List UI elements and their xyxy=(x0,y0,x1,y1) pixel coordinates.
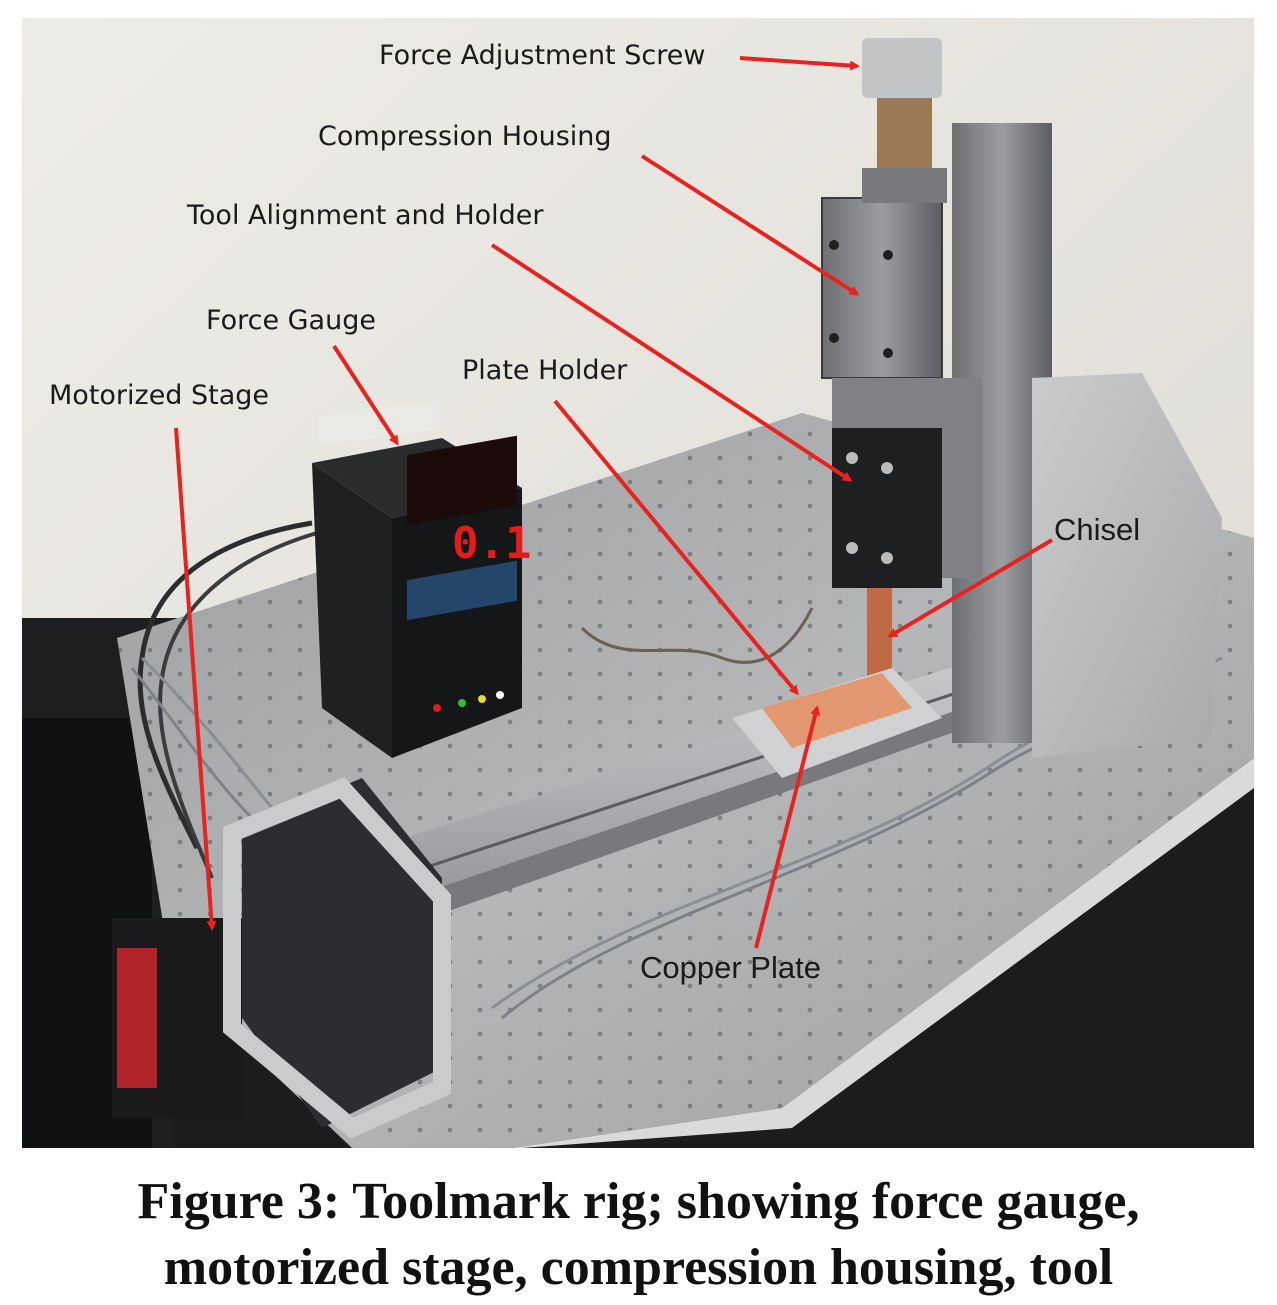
label-motorized-stage: Motorized Stage xyxy=(49,380,269,931)
force-gauge: 0.1 xyxy=(312,399,531,758)
svg-text:Chisel: Chisel xyxy=(1054,512,1140,547)
cables xyxy=(137,520,313,850)
svg-text:Tool Alignment and Holder: Tool Alignment and Holder xyxy=(186,200,544,231)
motorized-stage xyxy=(112,777,451,1139)
label-force-gauge: Force Gauge xyxy=(206,305,399,446)
figure-caption-line-2: motorized stage, compression housing, to… xyxy=(163,1239,1114,1296)
svg-text:Force Adjustment Screw: Force Adjustment Screw xyxy=(379,40,705,71)
label-compression-housing: Compression Housing xyxy=(318,121,860,296)
figure-caption-line-1: Figure 3: Toolmark rig; showing force ga… xyxy=(137,1173,1140,1230)
svg-text:Compression Housing: Compression Housing xyxy=(318,121,612,152)
gauge-display: 0.1 xyxy=(452,518,531,569)
label-copper-plate: Copper Plate xyxy=(640,705,821,985)
label-force-adjustment-screw: Force Adjustment Screw xyxy=(379,40,860,71)
svg-text:Copper Plate: Copper Plate xyxy=(640,950,821,985)
label-plate-holder: Plate Holder xyxy=(462,355,799,696)
compression-assembly xyxy=(821,38,1222,758)
svg-text:Motorized Stage: Motorized Stage xyxy=(49,380,269,411)
plate-holder xyxy=(732,668,942,778)
toolmark-rig-photo: 0.1 xyxy=(22,18,1254,1148)
svg-text:Force Gauge: Force Gauge xyxy=(206,305,376,336)
svg-text:Plate Holder: Plate Holder xyxy=(462,355,628,386)
label-chisel: Chisel xyxy=(887,512,1140,638)
label-tool-alignment-holder: Tool Alignment and Holder xyxy=(186,200,853,482)
